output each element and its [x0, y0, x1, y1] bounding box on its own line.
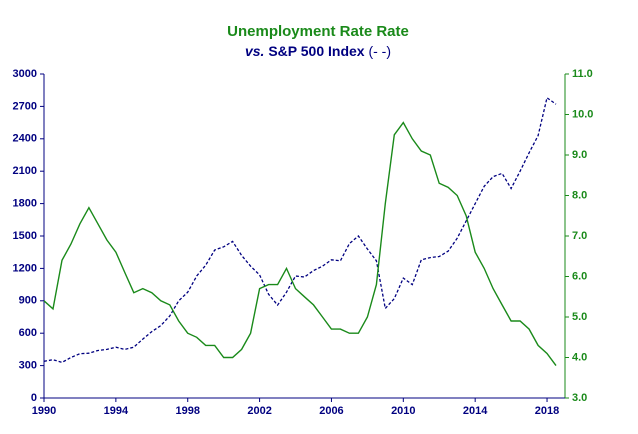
x-tick-label: 1990 [32, 405, 56, 417]
series-line [43, 96, 557, 364]
x-tick-label: 1998 [175, 405, 199, 417]
y-tick-label: 3000 [13, 68, 37, 80]
y-tick-label: 2700 [13, 100, 37, 112]
y2-tick-label: 8.0 [572, 189, 587, 201]
y-tick-label: 600 [19, 327, 37, 339]
x-tick-label: 2010 [391, 405, 415, 417]
subtitle-part: vs. [245, 43, 264, 59]
y2-tick-label: 3.0 [572, 392, 587, 404]
y-tick-label: 1500 [13, 230, 37, 242]
y2-tick-label: 10.0 [572, 108, 593, 120]
y-tick-label: 0 [31, 392, 37, 404]
y-tick-label: 1800 [13, 198, 37, 210]
x-tick-label: 2006 [319, 405, 343, 417]
x-tick-label: 2002 [247, 405, 271, 417]
y-tick-label: 900 [19, 295, 37, 307]
y-tick-label: 2100 [13, 165, 37, 177]
x-tick-label: 1994 [104, 405, 129, 417]
y-tick-label: 2400 [13, 133, 37, 145]
y2-tick-label: 5.0 [572, 311, 587, 323]
y-tick-label: 1200 [13, 262, 37, 274]
series-line [43, 121, 557, 367]
y2-tick-label: 9.0 [572, 149, 587, 161]
x-tick-label: 2014 [463, 405, 488, 417]
subtitle-part: (- -) [368, 43, 391, 59]
y2-tick-label: 11.0 [572, 68, 593, 80]
y2-tick-label: 4.0 [572, 351, 587, 363]
chart-title: Unemployment Rate Rate [227, 23, 409, 40]
y2-tick-label: 7.0 [572, 230, 587, 242]
subtitle-part: S&P 500 Index [268, 43, 364, 59]
chart-subtitle: vs. S&P 500 Index (- -) [245, 43, 391, 59]
y2-tick-label: 6.0 [572, 270, 587, 282]
y-tick-label: 300 [19, 360, 37, 372]
x-tick-label: 2018 [535, 405, 559, 417]
